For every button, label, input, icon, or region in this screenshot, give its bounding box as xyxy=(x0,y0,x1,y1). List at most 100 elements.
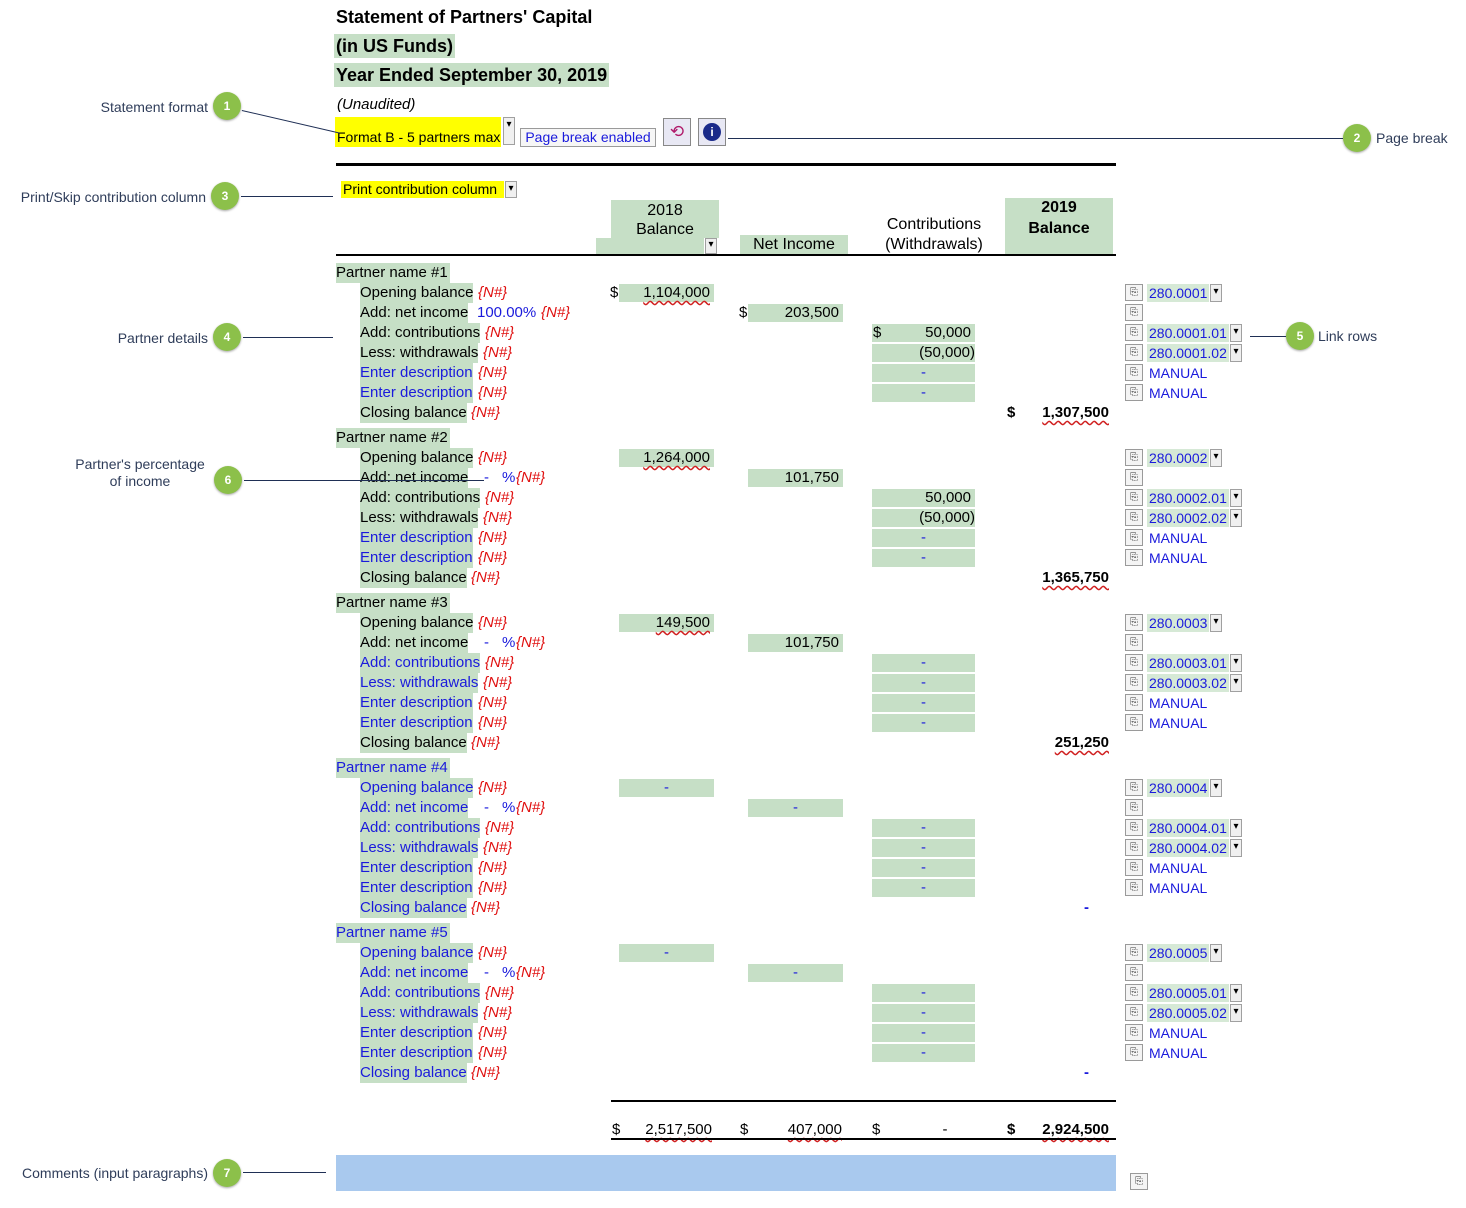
link-button[interactable]: ⎘ xyxy=(1125,614,1143,631)
link-icon: ⎘ xyxy=(1130,637,1138,648)
link-code[interactable]: 280.0001.01 xyxy=(1147,324,1229,342)
link-button[interactable]: ⎘ xyxy=(1125,284,1143,301)
link-button[interactable]: ⎘ xyxy=(1125,819,1143,836)
row-label: Add: contributions xyxy=(360,488,481,508)
column-net-income: Net Income xyxy=(740,235,848,255)
link-code-dropdown[interactable]: ▾ xyxy=(1230,1004,1242,1022)
link-icon: ⎘ xyxy=(1130,532,1138,543)
link-code[interactable]: 280.0004.01 xyxy=(1147,819,1229,837)
link-button[interactable]: ⎘ xyxy=(1125,674,1143,691)
link-button[interactable]: ⎘ xyxy=(1125,304,1143,321)
link-button[interactable]: ⎘ xyxy=(1125,694,1143,711)
link-code[interactable]: 280.0005.01 xyxy=(1147,984,1229,1002)
percentage-input[interactable]: - xyxy=(484,634,489,651)
link-code[interactable]: 280.0003 xyxy=(1147,614,1210,632)
link-button[interactable]: ⎘ xyxy=(1125,324,1143,341)
annotation-badge: 2 xyxy=(1343,124,1371,152)
link-button[interactable]: ⎘ xyxy=(1125,779,1143,796)
link-button[interactable]: ⎘ xyxy=(1125,839,1143,856)
link-code[interactable]: 280.0005.02 xyxy=(1147,1004,1229,1022)
link-button[interactable]: ⎘ xyxy=(1125,714,1143,731)
link-button[interactable]: ⎘ xyxy=(1125,549,1143,566)
link-icon: ⎘ xyxy=(1130,347,1138,358)
contribution-cell: - xyxy=(872,694,975,712)
link-code[interactable]: 280.0002 xyxy=(1147,449,1210,467)
contribution-cell: - xyxy=(872,1044,975,1062)
link-code[interactable]: 280.0003.02 xyxy=(1147,674,1229,692)
format-dropdown[interactable]: Format B - 5 partners max xyxy=(335,117,501,147)
link-button[interactable]: ⎘ xyxy=(1125,944,1143,961)
link-button[interactable]: ⎘ xyxy=(1125,654,1143,671)
row-label: Opening balance xyxy=(360,448,474,468)
row-label: Enter description xyxy=(360,548,473,568)
link-code-dropdown[interactable]: ▾ xyxy=(1230,839,1242,857)
link-code[interactable]: 280.0003.01 xyxy=(1147,654,1229,672)
percentage-input[interactable]: - xyxy=(484,469,489,486)
link-button[interactable]: ⎘ xyxy=(1125,984,1143,1001)
link-button[interactable]: ⎘ xyxy=(1125,1024,1143,1041)
link-code-dropdown[interactable]: ▾ xyxy=(1230,984,1242,1002)
comments-link-button[interactable]: ⎘ xyxy=(1130,1173,1148,1190)
link-button[interactable]: ⎘ xyxy=(1125,529,1143,546)
annotation-line xyxy=(244,480,484,481)
link-button[interactable]: ⎘ xyxy=(1125,634,1143,651)
link-code[interactable]: 280.0002.01 xyxy=(1147,489,1229,507)
link-code-dropdown[interactable]: ▾ xyxy=(1230,674,1242,692)
link-button[interactable]: ⎘ xyxy=(1125,859,1143,876)
link-button[interactable]: ⎘ xyxy=(1125,469,1143,486)
link-button[interactable]: ⎘ xyxy=(1125,344,1143,361)
link-button[interactable]: ⎘ xyxy=(1125,799,1143,816)
link-code[interactable]: 280.0001.02 xyxy=(1147,344,1229,362)
link-code[interactable]: 280.0004 xyxy=(1147,779,1210,797)
link-code-dropdown[interactable]: ▾ xyxy=(1230,344,1242,362)
link-button[interactable]: ⎘ xyxy=(1125,364,1143,381)
refresh-button[interactable]: ⟲ xyxy=(663,118,691,146)
contribution-toggle-arrow[interactable]: ▾ xyxy=(505,181,517,198)
link-icon: ⎘ xyxy=(1130,552,1138,563)
info-icon: i xyxy=(703,123,721,141)
link-code-dropdown[interactable]: ▾ xyxy=(1210,614,1222,632)
comments-input-area[interactable] xyxy=(336,1155,1116,1191)
link-button[interactable]: ⎘ xyxy=(1125,1044,1143,1061)
row-label: Enter description xyxy=(360,1023,473,1043)
na-marker: {N#} xyxy=(478,364,508,381)
link-code-dropdown[interactable]: ▾ xyxy=(1210,779,1222,797)
link-code-dropdown[interactable]: ▾ xyxy=(1210,449,1222,467)
percentage-input[interactable]: - xyxy=(484,964,489,981)
link-button[interactable]: ⎘ xyxy=(1125,449,1143,466)
link-button[interactable]: ⎘ xyxy=(1125,1004,1143,1021)
contribution-cell: - xyxy=(872,819,975,837)
page-break-toggle[interactable]: Page break enabled xyxy=(520,128,656,147)
link-button[interactable]: ⎘ xyxy=(1125,489,1143,506)
link-icon: ⎘ xyxy=(1130,512,1138,523)
percentage-input[interactable]: - xyxy=(484,799,489,816)
percentage-input[interactable]: 100.00% xyxy=(477,304,537,321)
link-code[interactable]: 280.0004.02 xyxy=(1147,839,1229,857)
contribution-cell: - xyxy=(872,549,975,567)
link-code-dropdown[interactable]: ▾ xyxy=(1210,944,1222,962)
link-code-dropdown[interactable]: ▾ xyxy=(1230,509,1242,527)
link-button[interactable]: ⎘ xyxy=(1125,509,1143,526)
annotation-line xyxy=(241,110,340,134)
annotation-label: Partner details xyxy=(117,330,208,346)
opening-balance-2018: 1,264,000 xyxy=(619,449,714,467)
link-code-dropdown[interactable]: ▾ xyxy=(1230,324,1242,342)
contribution-column-toggle[interactable]: Print contribution column xyxy=(341,181,504,198)
link-code-dropdown[interactable]: ▾ xyxy=(1230,819,1242,837)
link-code-dropdown[interactable]: ▾ xyxy=(1210,284,1222,302)
info-button[interactable]: i xyxy=(698,118,726,146)
link-code[interactable]: 280.0002.02 xyxy=(1147,509,1229,527)
link-button[interactable]: ⎘ xyxy=(1125,964,1143,981)
annotation-badge: 5 xyxy=(1286,322,1314,350)
link-code-dropdown[interactable]: ▾ xyxy=(1230,489,1242,507)
link-code-dropdown[interactable]: ▾ xyxy=(1230,654,1242,672)
annotation-line xyxy=(241,196,333,197)
column-withdrawals: (Withdrawals) xyxy=(885,236,983,253)
na-marker: {N#} xyxy=(478,694,508,711)
link-code[interactable]: 280.0001 xyxy=(1147,284,1210,302)
link-button[interactable]: ⎘ xyxy=(1125,879,1143,896)
format-dropdown-arrow[interactable]: ▾ xyxy=(503,117,515,145)
link-button[interactable]: ⎘ xyxy=(1125,384,1143,401)
column-2018-filter-arrow[interactable]: ▾ xyxy=(705,238,717,254)
link-code[interactable]: 280.0005 xyxy=(1147,944,1210,962)
